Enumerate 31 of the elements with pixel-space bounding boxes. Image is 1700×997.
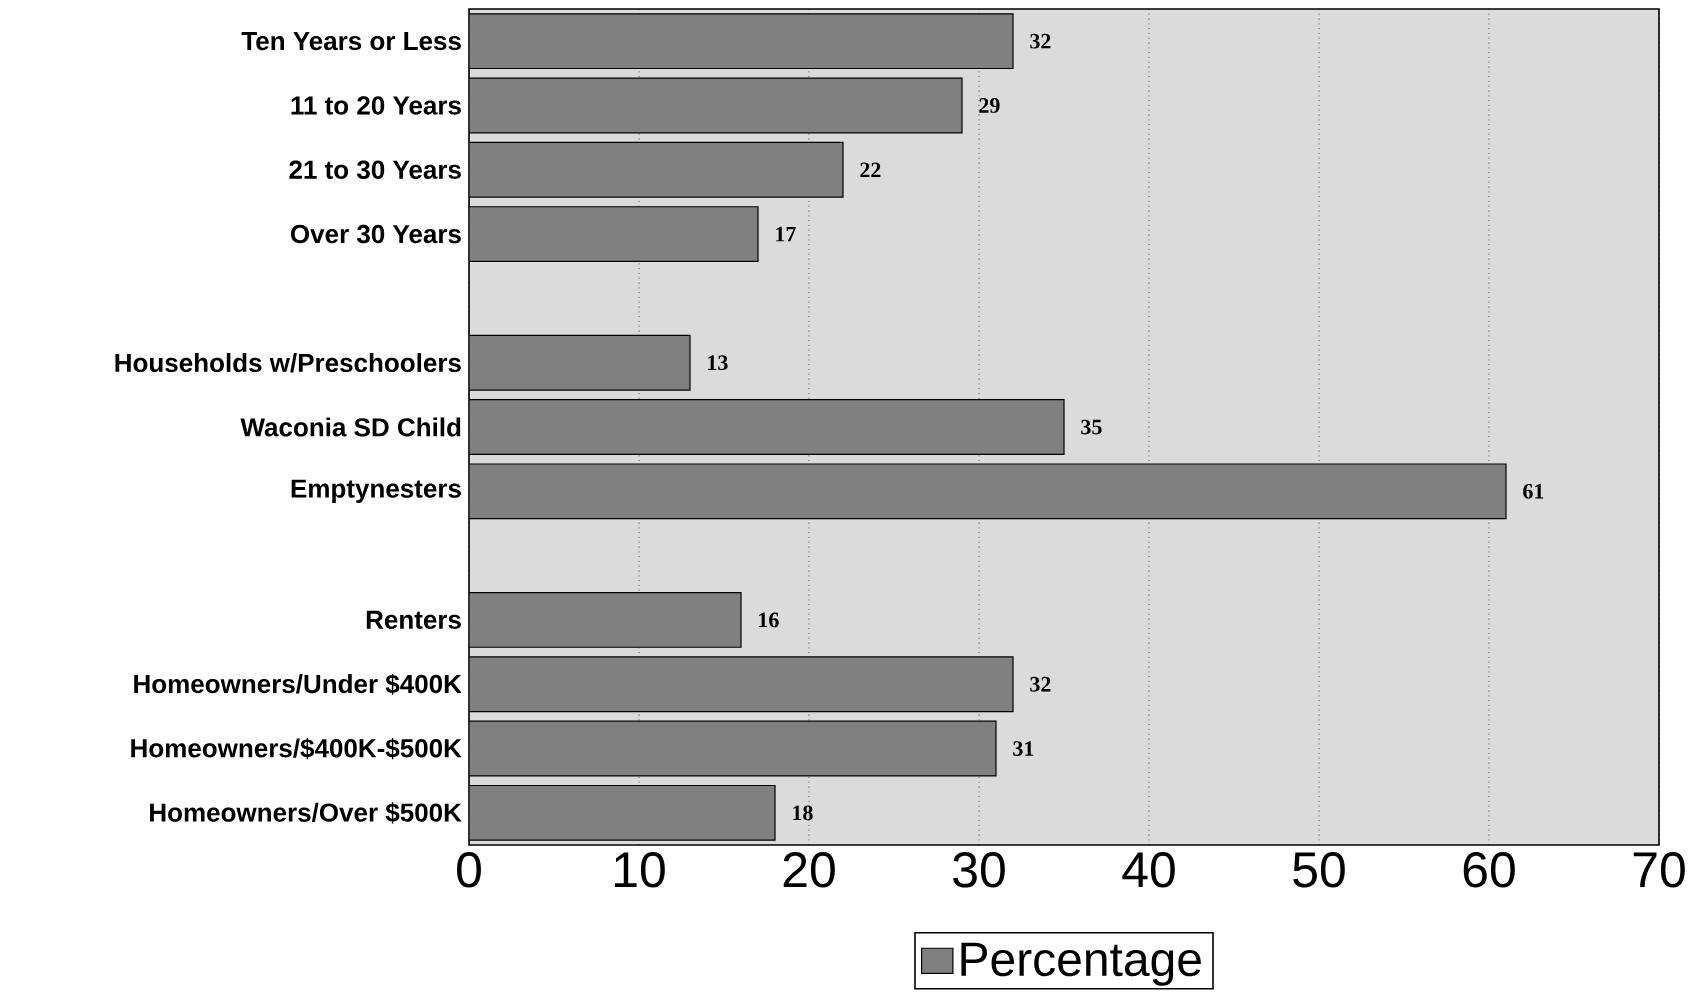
- x-tick-label: 50: [1293, 852, 1345, 888]
- data-label: 13: [708, 355, 728, 371]
- y-tick-label: Emptynesters: [291, 479, 461, 503]
- y-tick-label: 21 to 30 Years: [289, 160, 461, 179]
- data-label: 16: [759, 612, 779, 628]
- y-tick-label: Ten Years or Less: [241, 32, 461, 51]
- data-label: 35: [1081, 419, 1102, 435]
- y-tick-label: Homeowners/Over $500K: [150, 802, 462, 824]
- data-label: 31: [1013, 741, 1034, 756]
- x-tick-label: 40: [1122, 852, 1175, 888]
- y-tick-label: Households w/Preschoolers: [115, 353, 461, 373]
- y-tick-label: Waconia SD Child: [240, 417, 461, 437]
- y-tick-label: 11 to 20 Years: [291, 96, 461, 115]
- data-label: 32: [1030, 676, 1051, 692]
- x-tick-label: 70: [1633, 852, 1685, 888]
- y-tick-label: Over 30 Years: [290, 224, 461, 244]
- y-tick-label: Homeowners/Under $400K: [134, 673, 462, 695]
- y-tick-label: Renters: [366, 610, 461, 629]
- x-tick-label: 30: [953, 852, 1005, 888]
- x-tick-label: 20: [783, 852, 835, 888]
- x-tick-label: 60: [1463, 852, 1515, 888]
- legend-label: Percentage: [961, 942, 1201, 986]
- data-label: 29: [979, 98, 1000, 113]
- y-tick-label: Homeowners/$400K-$500K: [131, 737, 462, 760]
- data-label: 17: [776, 226, 796, 242]
- data-label: 22: [860, 162, 881, 178]
- x-tick-label: 0: [457, 852, 481, 888]
- data-label: 61: [1523, 483, 1544, 499]
- data-label: 18: [793, 805, 813, 821]
- x-tick-label: 10: [614, 852, 665, 888]
- data-label: 32: [1030, 33, 1051, 49]
